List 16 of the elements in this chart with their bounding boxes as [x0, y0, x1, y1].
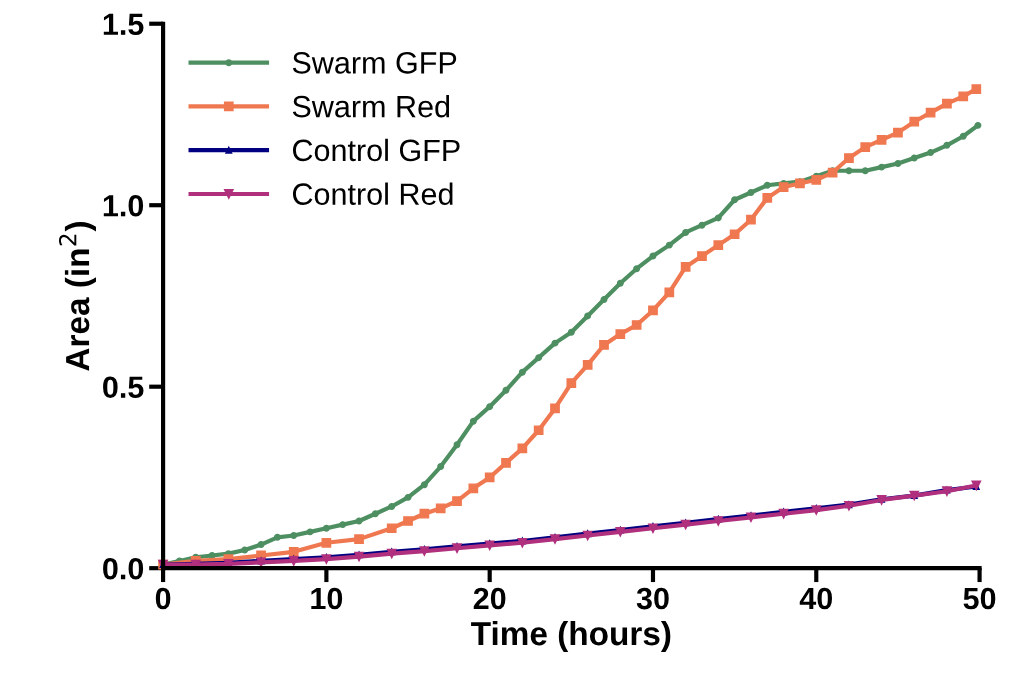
x-axis-title: Time (hours): [471, 620, 671, 653]
y-axis-title: Area (in$^{2}$): [58, 222, 96, 371]
x-tick-label: 20: [473, 587, 506, 610]
y-tick-label: 0.5: [103, 376, 144, 399]
legend-label: Swarm GFP: [292, 52, 457, 74]
y-tick-label: 1.0: [103, 194, 144, 217]
legend-label: Swarm Red: [292, 94, 450, 118]
y-tick-label: 1.5: [103, 13, 144, 36]
x-tick-label: 10: [311, 587, 343, 610]
x-tick-label: 50: [963, 587, 996, 610]
x-tick-label: 30: [636, 587, 669, 610]
y-tick-label: 0.0: [103, 557, 144, 580]
x-tick-label: 0: [155, 587, 171, 610]
legend-label: Control Red: [292, 182, 453, 205]
legend-label: Control GFP: [292, 138, 460, 162]
x-tick-label: 40: [799, 587, 833, 610]
